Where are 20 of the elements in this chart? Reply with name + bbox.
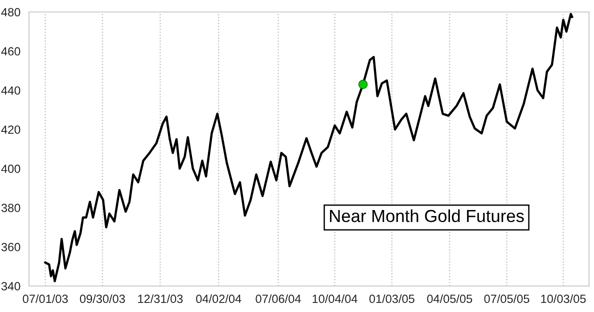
x-tick-label: 07/01/03 [22,294,68,304]
x-tick-label: 07/06/04 [256,294,301,304]
y-tick-label: 400 [1,164,20,173]
y-tick-label: 360 [1,242,20,252]
x-tick-label: 09/30/03 [80,294,125,304]
x-tick-label: 07/05/05 [484,294,530,304]
x-tick-label: 04/05/05 [427,294,472,304]
y-tick-label: 340 [1,282,20,290]
x-tick-label: 04/02/04 [196,294,242,304]
x-tick-label: 10/04/04 [312,294,358,304]
y-tick-label: 420 [1,125,20,134]
y-tick-label: 460 [1,47,20,56]
x-tick-label: 10/03/05 [541,294,586,304]
y-tick-label: 380 [1,204,20,212]
y-tick-label: 440 [1,86,20,95]
line-series [44,12,574,282]
y-tick-label: 480 [1,8,20,16]
x-tick-label: 12/31/03 [138,294,183,304]
x-tick-label: 01/03/05 [369,294,414,304]
text: Near Month Gold Futures [330,209,524,222]
